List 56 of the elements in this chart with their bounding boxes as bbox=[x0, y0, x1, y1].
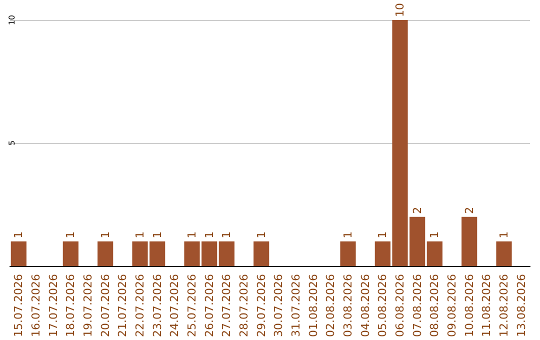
x-tick-label: 22.07.2026 bbox=[134, 274, 146, 338]
bar bbox=[62, 241, 78, 266]
x-tick-label: 21.07.2026 bbox=[116, 274, 130, 338]
bar bbox=[340, 241, 356, 266]
x-tick-label: 12.08.2026 bbox=[498, 274, 510, 338]
x-tick-label: 19.07.2026 bbox=[82, 274, 94, 338]
x-tick-label: 18.07.2026 bbox=[64, 274, 78, 338]
x-tick-label: 29.07.2026 bbox=[254, 274, 268, 338]
bar bbox=[496, 241, 512, 266]
x-tick-label: 11.08.2026 bbox=[480, 274, 494, 338]
x-tick-label: 25.07.2026 bbox=[186, 274, 198, 338]
x-tick-label: 17.07.2026 bbox=[46, 274, 60, 338]
bar bbox=[98, 241, 114, 266]
bar bbox=[426, 241, 442, 266]
bar bbox=[254, 241, 270, 266]
bar bbox=[462, 216, 478, 266]
data-label: 1 bbox=[64, 231, 78, 238]
data-label: 1 bbox=[202, 231, 216, 238]
x-tick-label: 27.07.2026 bbox=[220, 274, 234, 338]
x-tick-label: 04.08.2026 bbox=[358, 274, 372, 338]
x-tick-label: 16.07.2026 bbox=[30, 274, 42, 338]
x-tick-label: 07.08.2026 bbox=[410, 274, 424, 338]
data-label: 1 bbox=[134, 231, 146, 238]
x-tick-label: 03.08.2026 bbox=[342, 274, 354, 338]
x-tick-label: 10.08.2026 bbox=[462, 274, 476, 338]
data-label: 1 bbox=[428, 231, 442, 238]
x-tick-label: 15.07.2026 bbox=[12, 274, 26, 338]
x-tick-label: 20.07.2026 bbox=[98, 274, 112, 338]
data-label: 10 bbox=[394, 3, 406, 17]
x-tick-label: 26.07.2026 bbox=[202, 274, 216, 338]
data-label: 1 bbox=[342, 231, 354, 238]
data-label: 2 bbox=[462, 206, 476, 214]
x-tick-label: 06.08.2026 bbox=[394, 274, 406, 338]
data-label: 1 bbox=[186, 231, 198, 238]
data-label: 1 bbox=[376, 231, 390, 238]
data-label: 1 bbox=[150, 231, 164, 238]
x-tick-label: 08.08.2026 bbox=[428, 274, 442, 338]
x-tick-label: 23.07.2026 bbox=[150, 274, 164, 338]
data-label: 1 bbox=[254, 231, 268, 238]
x-tick-label: 24.07.2026 bbox=[168, 274, 182, 338]
x-tick-label: 31.07.2026 bbox=[290, 274, 302, 338]
data-label: 1 bbox=[12, 231, 26, 238]
x-tick-label: 13.08.2026 bbox=[514, 274, 528, 338]
bar bbox=[218, 241, 234, 266]
x-tick-label: 28.07.2026 bbox=[238, 274, 250, 338]
data-label: 1 bbox=[98, 231, 112, 238]
y-tick-label: 5 bbox=[8, 140, 16, 146]
data-label: 1 bbox=[498, 231, 510, 238]
x-tick-label: 30.07.2026 bbox=[272, 274, 286, 338]
data-label: 1 bbox=[220, 231, 234, 238]
x-tick-label: 09.08.2026 bbox=[446, 274, 458, 338]
x-tick-label: 01.08.2026 bbox=[306, 274, 320, 338]
data-label: 2 bbox=[410, 206, 424, 214]
x-tick-label: 02.08.2026 bbox=[324, 274, 338, 338]
bar bbox=[10, 241, 26, 266]
x-tick-label: 05.08.2026 bbox=[376, 274, 390, 338]
